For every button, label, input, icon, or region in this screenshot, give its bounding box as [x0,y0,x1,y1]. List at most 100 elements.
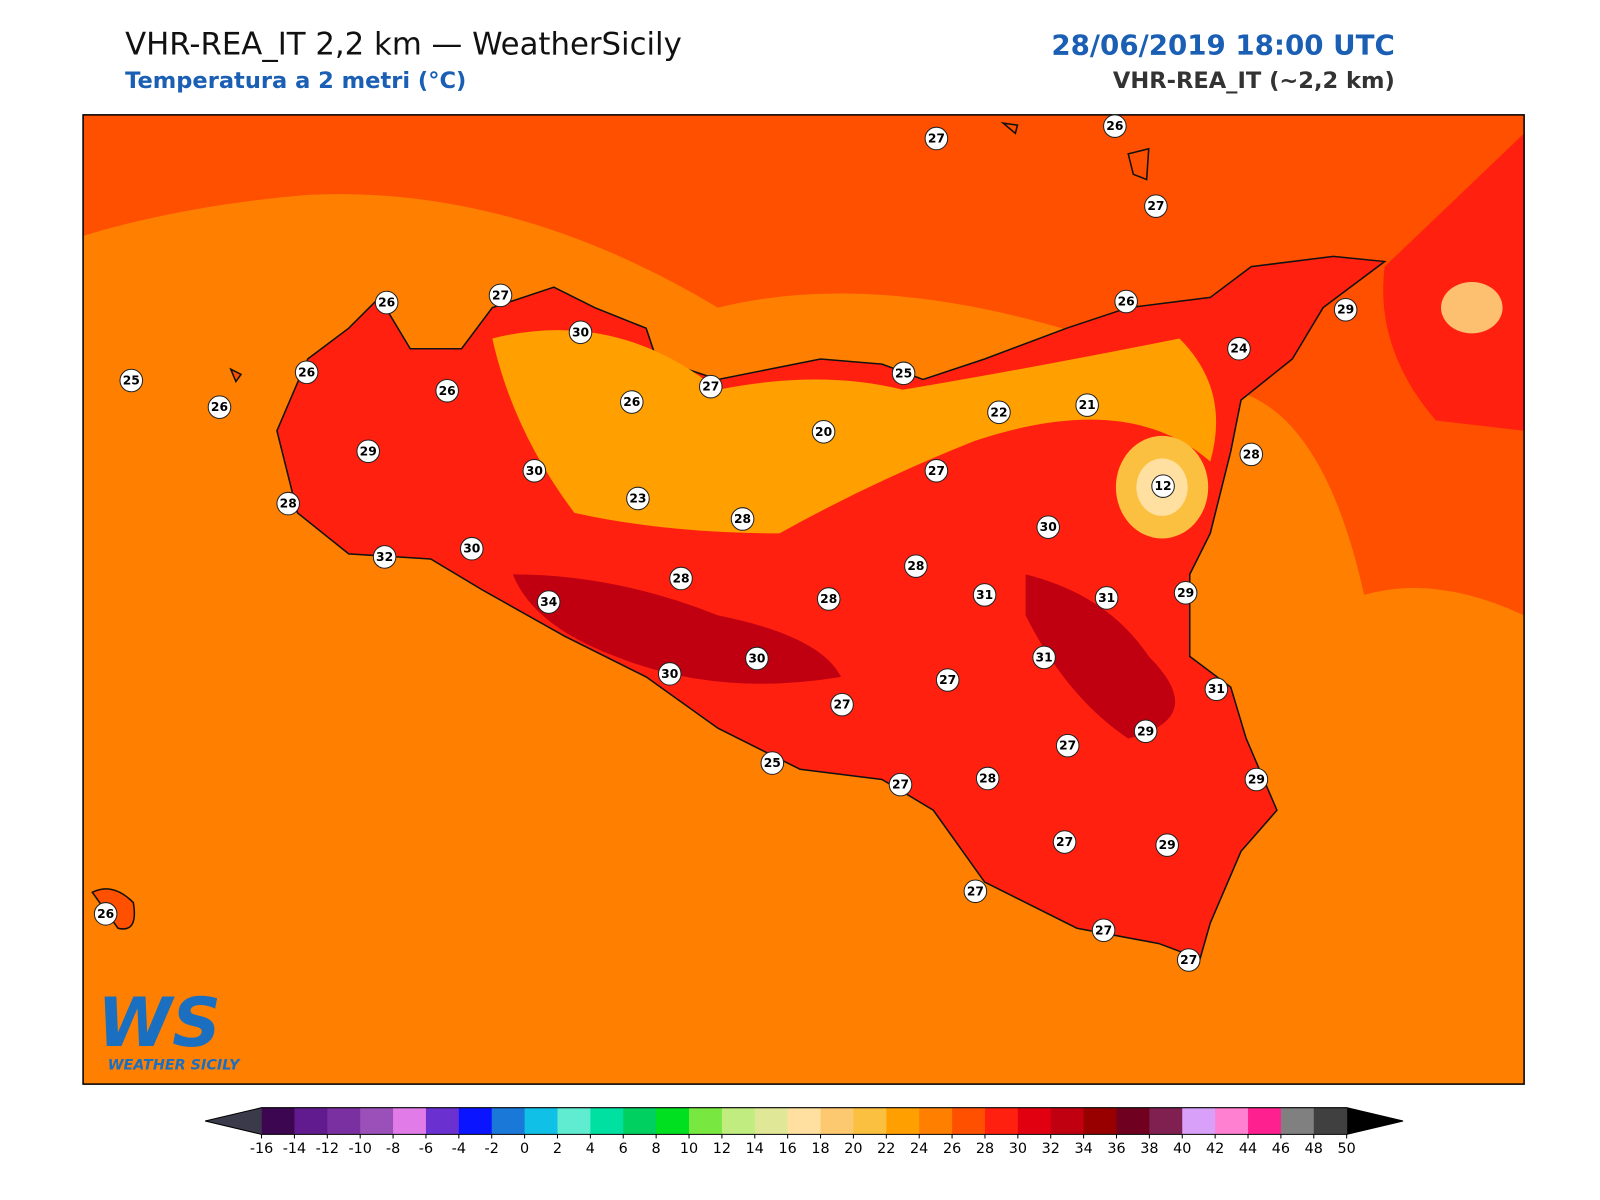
station-marker [888,772,913,797]
station-value: 26 [1106,119,1123,133]
station-value: 30 [572,325,589,339]
station-value: 27 [492,288,509,302]
station-marker [1227,336,1251,361]
map: 27 26 27 26 27 30 26 29 25 26 26 26 26 27 25 24 22 21 20 29… [82,114,1525,1085]
station-marker [935,668,960,692]
colorbar-over [1346,1107,1404,1135]
station-marker [1155,833,1179,857]
station-value: 27 [1147,199,1164,213]
station-value: 27 [702,380,719,394]
map-frame [82,114,1525,1085]
colorbar-bin [1149,1107,1183,1135]
colorbar-tick-label: -2 [485,1141,499,1157]
station-marker [1052,830,1077,854]
colorbar-bin [721,1107,756,1135]
station-marker [1133,719,1158,744]
station-marker [207,395,232,419]
colorbar-bin [1280,1107,1315,1135]
colorbar-tick-label: 16 [779,1141,797,1157]
colorbar-bin [853,1107,887,1135]
colorbar-bin [557,1107,591,1135]
station-marker [119,368,144,393]
station-value: 27 [1180,953,1197,967]
colorbar-bin [820,1107,854,1135]
colorbar-bin [1050,1107,1085,1135]
calabria-cool [1441,282,1503,334]
station-marker [669,566,693,591]
station-marker [568,320,593,345]
station-value: 26 [1118,295,1135,309]
station-marker [356,439,380,464]
colorbar: -16 -14 -12 -10 -8 -6 -4 -2 0 2 4 6 8 10 12 14 16 18 20 22 2… [205,1107,1404,1157]
station-value: 28 [820,592,837,606]
colorbar-tick-label: 32 [1042,1141,1060,1157]
colorbar-bin [294,1107,328,1135]
station-value: 27 [967,884,984,898]
colorbar-bin [886,1107,920,1135]
colorbar-bin [327,1107,361,1135]
station-value: 27 [928,131,945,145]
station-value: 29 [1337,303,1354,317]
colorbar-tick-label: 10 [680,1141,698,1157]
colorbar-bin [524,1107,558,1135]
station-value: 26 [298,365,315,379]
colorbar-bin [261,1107,295,1135]
station-marker [294,360,319,385]
colorbar-tick-label: 36 [1107,1141,1125,1157]
colorbar-tick-label: 42 [1206,1141,1224,1157]
colorbar-bin [1182,1107,1216,1135]
colorbar-bin [656,1107,690,1135]
colorbar-tick-label: 22 [877,1141,895,1157]
station-marker [1244,767,1269,792]
colorbar-bin [623,1107,657,1135]
station-value: 23 [629,491,646,505]
station-marker [1114,289,1138,314]
station-value: 29 [1177,586,1194,600]
colorbar-tick-label: 2 [553,1141,562,1157]
station-value: 27 [1056,835,1073,849]
colorbar-tick-label: -6 [419,1141,433,1157]
datetime: 28/06/2019 18:00 UTC [1051,28,1394,61]
station-marker [1091,918,1116,943]
colorbar-tick-label: 6 [619,1141,628,1157]
colorbar-bin [425,1107,460,1135]
station-marker [730,507,755,531]
station-value: 28 [1243,447,1260,461]
colorbar-bin [1215,1107,1249,1135]
colorbar-outline [205,1107,1404,1135]
station-marker [1036,515,1060,539]
station-value: 27 [1095,923,1112,937]
colorbar-tick-label: 0 [520,1141,529,1157]
station-marker [536,590,561,614]
colorbar-bin [1083,1107,1118,1135]
station-marker [488,283,513,308]
station-marker [924,126,949,151]
station-marker [975,766,1000,791]
station-marker [698,374,723,399]
station-marker [816,587,841,611]
station-value: 28 [280,497,297,511]
colorbar-bin [754,1107,789,1135]
station-value: 20 [815,425,832,439]
colorbar-tick-label: -10 [348,1141,371,1157]
colorbar-bin [491,1107,526,1135]
station-marker [1075,393,1099,417]
warm-field [83,114,1525,616]
station-marker [1239,442,1264,467]
station-value: 30 [661,667,678,681]
colorbar-tick-label: 12 [713,1141,731,1157]
station-value: 27 [928,464,945,478]
station-marker [963,879,988,904]
colorbar-bin [984,1107,1019,1135]
station-marker [374,290,399,315]
station-value: 24 [1230,342,1247,356]
station-marker [1151,474,1175,498]
colorbar-bin [919,1107,953,1135]
colorbar-bin [1017,1107,1052,1135]
station-value: 25 [895,366,912,380]
colorbar-tick-label: 8 [652,1141,661,1157]
colorbar-tick-label: 26 [943,1141,961,1157]
station-value: 30 [748,651,765,665]
station-marker [1173,581,1198,605]
